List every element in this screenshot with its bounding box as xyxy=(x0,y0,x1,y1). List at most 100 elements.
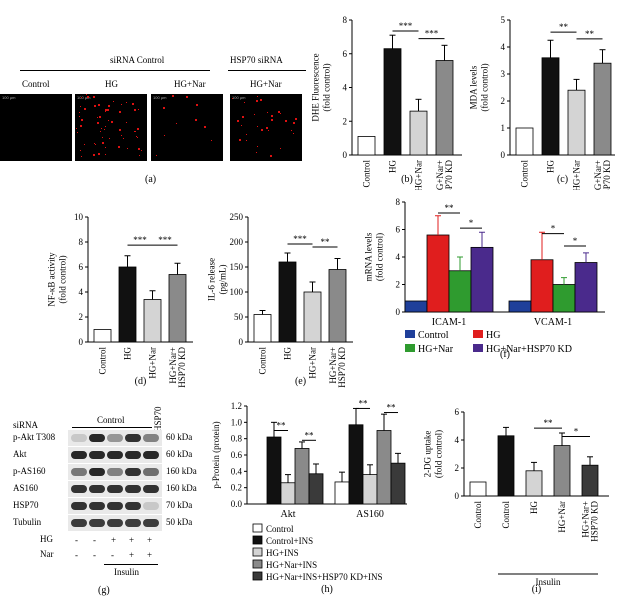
y-tick-label: 100 xyxy=(230,287,244,297)
wb-band xyxy=(107,451,123,459)
y-axis-label: (fold control) xyxy=(480,63,490,111)
x-category-label: VCAM-1 xyxy=(534,317,572,328)
significance-label: ** xyxy=(321,237,331,247)
x-category-label: Akt xyxy=(281,509,296,520)
micro-scale: 100 µm xyxy=(2,95,16,100)
panel-label: (e) xyxy=(295,376,306,387)
x-tick-label: HG+Nar+ xyxy=(328,347,338,384)
micro-signal-dot xyxy=(107,108,109,111)
micro-signal-dot xyxy=(97,103,100,106)
wb-band xyxy=(107,485,123,493)
bar xyxy=(530,259,554,313)
legend-label: HG+Nar xyxy=(418,344,454,355)
wb-band xyxy=(89,468,105,476)
micro-image-hg: 100 µm xyxy=(75,94,147,161)
bar xyxy=(409,110,428,156)
micro-signal-dot xyxy=(292,133,294,134)
significance-label: ** xyxy=(359,398,369,408)
panel-label: (h) xyxy=(321,584,333,595)
y-axis-label: IL-6 release xyxy=(207,258,217,301)
legend-swatch xyxy=(405,330,415,338)
bar xyxy=(118,266,137,343)
wb-band xyxy=(107,468,123,476)
significance-label: ** xyxy=(559,22,569,32)
legend-label: HG+INS xyxy=(266,548,299,558)
wb-band xyxy=(89,519,105,527)
y-tick-label: 0 xyxy=(343,150,348,160)
wb-band xyxy=(143,502,159,510)
micro-signal-dot xyxy=(118,110,121,113)
micro-signal-dot xyxy=(77,131,78,133)
y-tick-label: 1.2 xyxy=(231,401,242,411)
wb-band xyxy=(89,485,105,493)
y-axis-label: p-Protein (protein) xyxy=(211,421,221,488)
x-category-label: AS160 xyxy=(356,509,384,520)
wb-blot-strip xyxy=(68,464,162,480)
y-tick-label: 0 xyxy=(396,307,401,317)
micro-signal-dot xyxy=(137,128,140,131)
wb-band xyxy=(89,451,105,459)
significance-label: ** xyxy=(305,430,315,440)
legend-swatch xyxy=(252,559,263,569)
y-tick-label: 8 xyxy=(343,15,348,25)
bar xyxy=(376,430,392,505)
micro-signal-dot xyxy=(245,140,247,142)
wb-band xyxy=(143,434,159,442)
micro-signal-dot xyxy=(260,99,262,102)
x-category-label: ICAM-1 xyxy=(432,317,466,328)
bar xyxy=(93,329,112,343)
micro-signal-dot xyxy=(97,116,98,118)
bar xyxy=(383,48,402,156)
micro-signal-dot xyxy=(126,122,128,124)
bar xyxy=(435,60,454,156)
x-tick-label: HSP70 KD xyxy=(444,160,454,190)
wb-band xyxy=(89,502,105,510)
wb-band xyxy=(89,434,105,442)
micro-signal-dot xyxy=(81,156,83,158)
x-tick-label: HG+Nar+ xyxy=(435,160,445,190)
micro-signal-dot xyxy=(100,128,102,129)
y-tick-label: 1.0 xyxy=(231,417,243,427)
micro-signal-dot xyxy=(134,108,137,111)
wb-treatment-sign: - xyxy=(93,535,96,545)
x-tick-label: HG xyxy=(546,160,556,173)
legend-swatch xyxy=(252,571,263,581)
micro-signal-dot xyxy=(103,128,105,130)
y-tick-label: 2 xyxy=(79,312,84,322)
wb-band xyxy=(107,434,123,442)
wb-treatment-sign: + xyxy=(129,550,135,560)
bar xyxy=(541,57,560,156)
y-tick-label: 0 xyxy=(501,150,506,160)
bar xyxy=(168,274,187,343)
micro-signal-dot xyxy=(99,130,101,132)
micro-signal-dot xyxy=(256,99,259,102)
wb-band xyxy=(125,451,141,459)
micro-signal-dot xyxy=(78,111,80,113)
panel-a-group-hsp-line xyxy=(228,70,306,71)
wb-row-size: 70 kDa xyxy=(166,500,193,510)
y-axis-label: (fold control) xyxy=(375,233,385,281)
micro-signal-dot xyxy=(76,127,78,129)
x-tick-label: HG+Nar xyxy=(308,347,318,379)
wb-band xyxy=(125,468,141,476)
legend-label: HG+Nar+INS xyxy=(266,560,317,570)
wb-row-name: p-AS160 xyxy=(13,466,46,476)
legend-label: HG+Nar+HSP70 KD xyxy=(486,344,572,355)
x-tick-label: HG+Nar xyxy=(572,160,582,190)
significance-label: * xyxy=(573,236,578,246)
micro-signal-dot xyxy=(176,123,178,125)
micro-signal-dot xyxy=(279,147,281,149)
y-tick-label: 4 xyxy=(396,252,401,262)
bar xyxy=(567,89,586,156)
y-tick-label: 2 xyxy=(343,116,348,126)
chart-nfkb-activity: 0 2 4 6 8 10 NF-κB activity (fold control) Contr… xyxy=(47,212,193,388)
wb-row-name: p-Akt T308 xyxy=(13,432,56,442)
y-tick-label: 0.2 xyxy=(231,483,242,493)
bar xyxy=(574,262,598,313)
bar xyxy=(143,299,162,343)
wb-band xyxy=(71,451,87,459)
micro-signal-dot xyxy=(267,129,269,131)
wb-row-size: 50 kDa xyxy=(166,517,193,527)
y-tick-label: 0.6 xyxy=(231,450,243,460)
wb-treatment-sign: - xyxy=(111,550,114,560)
